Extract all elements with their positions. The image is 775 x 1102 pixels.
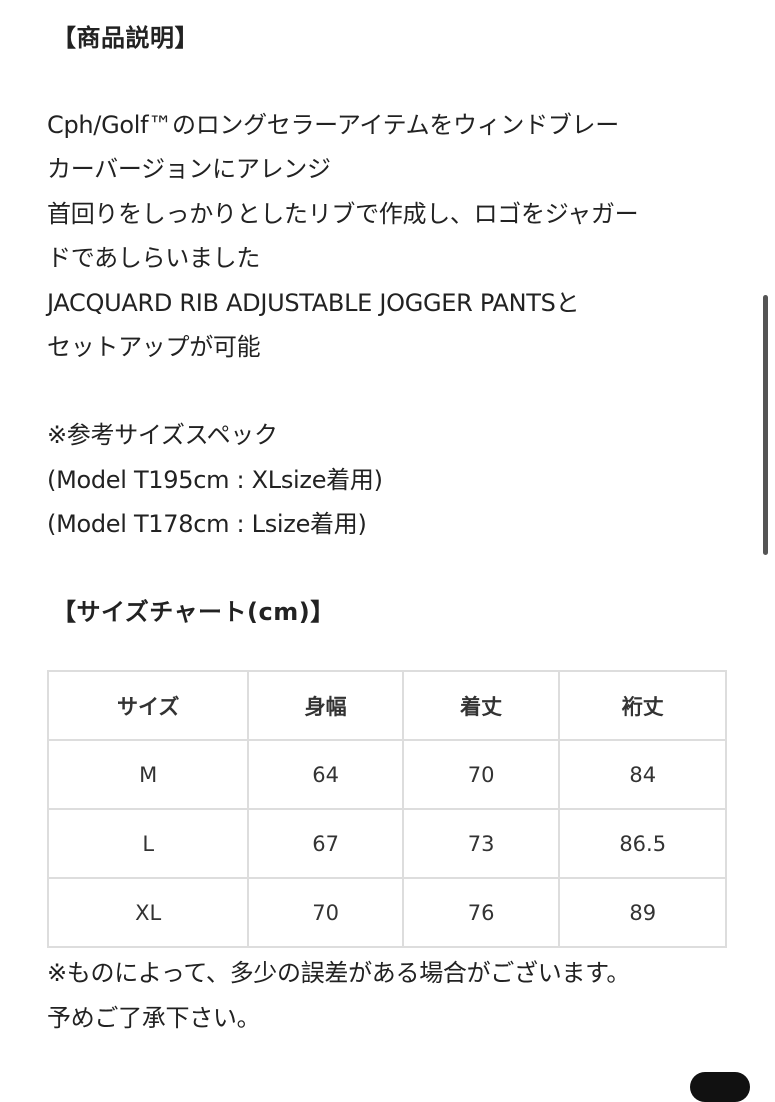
note-line: 予めご了承下さい。 <box>47 1004 261 1032</box>
size-chart-table: サイズ 身幅 着丈 裄丈 M 64 70 84 L 67 73 86.5 XL … <box>46 670 727 948</box>
table-cell: 84 <box>558 739 727 810</box>
note-line: ※ものによって、多少の誤差がある場合がございます。 <box>47 959 631 987</box>
description-line: カーバージョンにアレンジ <box>47 155 331 183</box>
table-cell: 89 <box>558 877 727 948</box>
description-line: セットアップが可能 <box>47 333 261 361</box>
table-cell: 67 <box>247 808 404 879</box>
table-cell: 70 <box>247 877 404 948</box>
scrollbar[interactable] <box>763 295 768 555</box>
description-line: Cph/Golf™のロングセラーアイテムをウィンドブレー <box>47 111 619 139</box>
table-row: XL 70 76 89 <box>46 877 727 948</box>
table-cell: XL <box>46 877 250 948</box>
description-line: ドであしらいました <box>47 244 261 272</box>
table-header-row: サイズ 身幅 着丈 裄丈 <box>46 670 727 741</box>
table-cell: 86.5 <box>558 808 727 879</box>
table-row: L 67 73 86.5 <box>46 808 727 879</box>
floating-button[interactable] <box>690 1072 750 1102</box>
description-line: JACQUARD RIB ADJUSTABLE JOGGER PANTSと <box>47 289 580 317</box>
spec-line: (Model T195cm : XLsize着用) <box>47 466 383 494</box>
table-cell: 76 <box>401 877 561 948</box>
description-line: 首回りをしっかりとしたリブで作成し、ロゴをジャガー <box>47 200 639 228</box>
table-cell: 64 <box>247 739 404 810</box>
table-row: M 64 70 84 <box>46 739 727 810</box>
spec-line: ※参考サイズスペック <box>47 421 278 449</box>
table-cell: 70 <box>401 739 561 810</box>
table-cell: L <box>46 808 250 879</box>
table-cell: M <box>46 739 250 810</box>
header-cell: 身幅 <box>247 670 404 741</box>
header-cell: 着丈 <box>401 670 561 741</box>
spec-line: (Model T178cm : Lsize着用) <box>47 510 367 538</box>
header-cell: 裄丈 <box>558 670 727 741</box>
size-chart-heading: 【サイズチャート(cm)】 <box>52 598 335 626</box>
description-heading: 【商品説明】 <box>52 24 199 52</box>
table-cell: 73 <box>401 808 561 879</box>
header-cell: サイズ <box>46 670 250 741</box>
